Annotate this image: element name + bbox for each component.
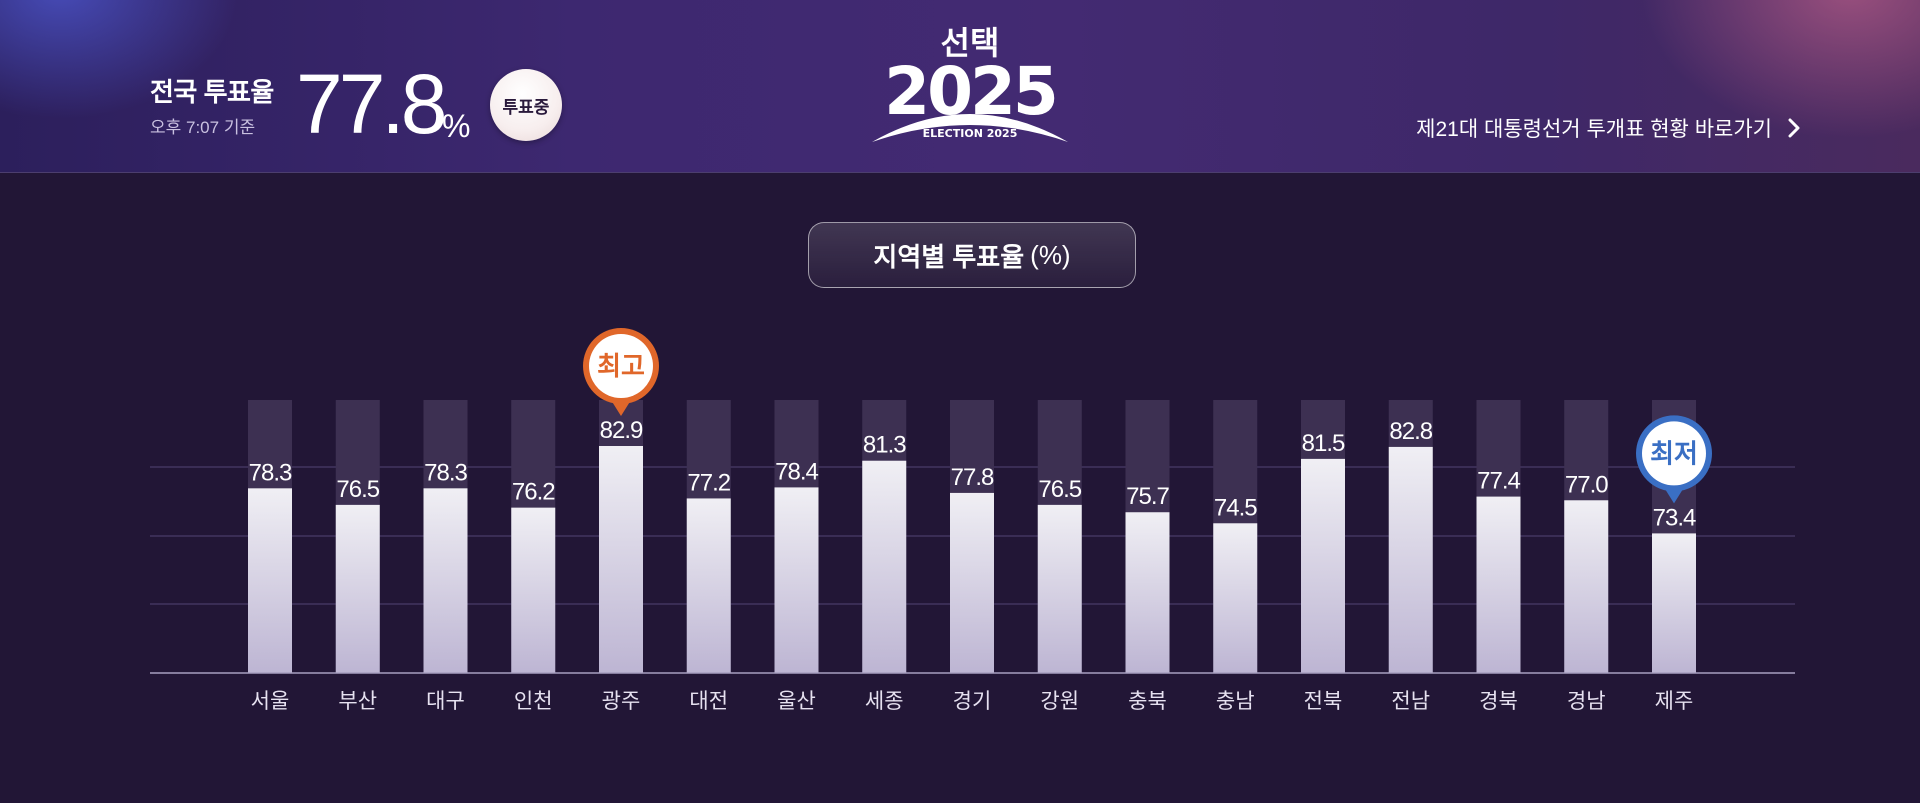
bar [950, 492, 994, 673]
results-link[interactable]: 제21대 대통령선거 투개표 현황 바로가기 [1416, 113, 1800, 143]
marker-pointer [1664, 487, 1684, 504]
header-bar: 전국 투표율 오후 7:07 기준 77.8 % 투표중 선택 2025 mbc… [0, 0, 1920, 173]
national-turnout-value: 77.8 [296, 57, 447, 151]
data-label: 73.4 [1653, 504, 1696, 531]
data-label: 81.3 [863, 432, 906, 459]
voting-status-badge: 투표중 [490, 69, 562, 141]
logo-title: 선택 [941, 24, 1000, 62]
bar [511, 507, 556, 673]
marker-label: 최저 [1650, 439, 1698, 469]
logo-arc [872, 114, 1068, 142]
bar [862, 460, 907, 673]
bar [1301, 458, 1345, 673]
marker-bubble [589, 334, 653, 398]
bar [1652, 533, 1696, 673]
data-label: 77.2 [687, 469, 730, 496]
data-label: 82.8 [1389, 418, 1432, 445]
bar [1476, 496, 1521, 673]
bar [599, 446, 643, 673]
data-label: 76.2 [512, 479, 555, 506]
bar [335, 504, 380, 673]
data-label: 75.7 [1126, 483, 1169, 510]
chart-title-unit: (%) [1030, 239, 1071, 270]
bar [423, 488, 468, 673]
bar [1564, 500, 1609, 673]
tick-label: 경남 [1567, 689, 1606, 713]
tick-label: 강원 [1040, 689, 1079, 713]
chart-title-box: 지역별 투표율 (%) [808, 222, 1136, 288]
data-label: 81.5 [1302, 430, 1345, 457]
bar [1213, 523, 1258, 673]
turnout-unit: % [442, 108, 471, 144]
tick-label: 울산 [777, 689, 816, 713]
data-label: 78.3 [249, 459, 292, 486]
data-label: 82.9 [600, 417, 643, 444]
tick-label: 세종 [865, 689, 904, 713]
tick-label: 대구 [426, 689, 465, 713]
tick-label: 충북 [1128, 689, 1167, 713]
tick-label: 전남 [1391, 689, 1430, 713]
bar [1037, 504, 1082, 673]
results-link-label: 제21대 대통령선거 투개표 현황 바로가기 [1416, 118, 1772, 141]
tick-label: 서울 [251, 689, 290, 713]
marker-label: 최고 [597, 352, 645, 382]
chevron-right-icon [1788, 118, 1800, 138]
data-label: 74.5 [1214, 494, 1257, 521]
data-label: 77.0 [1565, 471, 1608, 498]
tick-label: 전북 [1304, 689, 1343, 713]
tick-label: 충남 [1216, 689, 1255, 713]
data-label: 78.3 [424, 459, 467, 486]
data-label: 76.5 [336, 476, 379, 503]
logo-broadcaster: mbc [959, 117, 980, 127]
tick-label: 경기 [953, 689, 992, 713]
bar [1125, 512, 1170, 673]
marker-pointer [611, 400, 631, 416]
election-2025-logo: 선택 2025 mbc ELECTION 2025 [872, 24, 1068, 142]
tick-label: 인천 [514, 689, 553, 713]
tick-label: 경북 [1479, 689, 1518, 713]
bar [686, 498, 731, 673]
logo-subtitle: ELECTION 2025 [923, 127, 1018, 140]
data-label: 76.5 [1038, 476, 1081, 503]
tick-label: 부산 [338, 689, 377, 713]
chart-title-text: 지역별 투표율 [873, 241, 1025, 272]
header-glow-left [0, 0, 240, 120]
bar [774, 487, 819, 673]
header-glow-right [1640, 0, 1920, 140]
marker-bubble [1642, 421, 1706, 486]
data-label: 78.4 [775, 458, 818, 485]
bar [248, 488, 292, 673]
tick-label: 대전 [689, 689, 728, 713]
national-turnout-label: 전국 투표율 [150, 77, 274, 107]
tick-label: 제주 [1655, 689, 1694, 713]
turnout-timestamp: 오후 7:07 기준 [150, 118, 256, 137]
tick-label: 광주 [602, 689, 641, 713]
data-label: 77.8 [951, 464, 994, 491]
data-label: 77.4 [1477, 468, 1520, 495]
bar [1388, 446, 1433, 673]
